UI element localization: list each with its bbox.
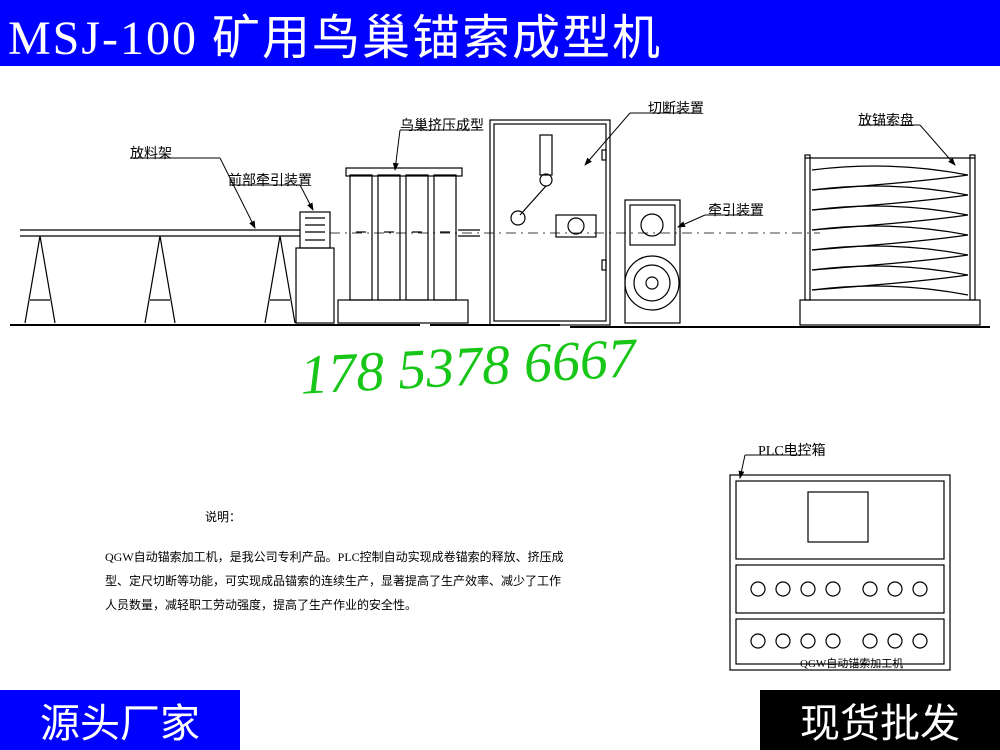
label-plc: PLC电控箱 [758, 440, 826, 460]
control-box-caption: QGW自动锚索加工机 [800, 655, 903, 671]
plc-box [730, 475, 950, 670]
label-coil: 放锚索盘 [858, 110, 914, 130]
label-traction: 牵引装置 [708, 200, 764, 220]
coil-pan [800, 155, 980, 325]
front-traction [296, 212, 334, 323]
feed-rack [20, 230, 300, 323]
traction-unit [625, 200, 680, 323]
label-front-traction: 前部牵引装置 [228, 170, 312, 190]
desc-heading: 说明： [205, 508, 241, 525]
extrusion-unit [338, 168, 480, 323]
desc-body: QGW自动锚索加工机，是我公司专利产品。PLC控制自动实现成卷锚索的释放、挤压成… [105, 545, 565, 617]
label-feed-rack: 放料架 [130, 143, 172, 163]
label-extrusion: 乌巢挤压成型 [400, 115, 484, 135]
cutting-cabinet [490, 120, 610, 325]
badge-source-factory: 源头厂家 [0, 690, 240, 750]
badge-stock-wholesale: 现货批发 [760, 690, 1000, 750]
label-cutting: 切断装置 [648, 98, 704, 118]
